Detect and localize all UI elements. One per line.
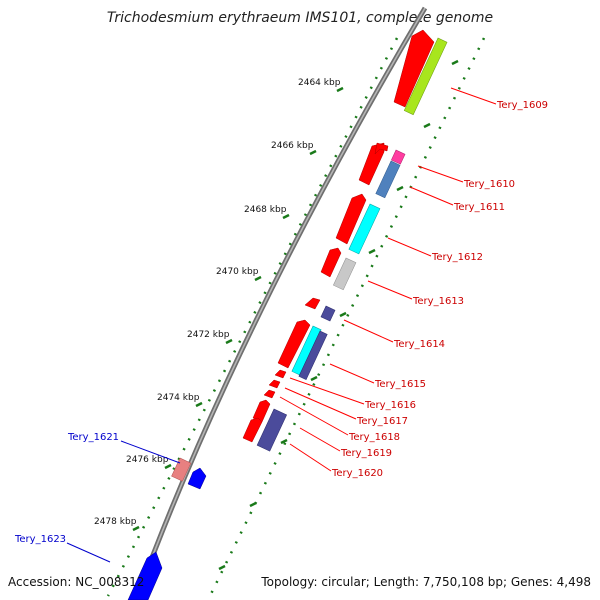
genome-backbone [133,6,428,600]
kbp-tick [282,213,290,220]
kbp-tick-label: 2468 kbp [244,205,287,215]
gene-arrow-tery-1615[interactable] [277,319,311,369]
leader-line [329,363,375,384]
kbp-tick-label: 2464 kbp [298,78,341,88]
gene-feature-magenta[interactable] [391,149,406,165]
kbp-tick [132,525,140,532]
reverse-genes [127,457,207,600]
genome-backbone-highlight [135,7,426,600]
gene-arrow-tery-1616[interactable] [274,369,287,379]
topology-summary: Topology: circular; Length: 7,750,108 bp… [260,575,591,589]
gene-arrow-tery-1613[interactable] [320,247,342,278]
gene-label-tery-1613[interactable]: Tery_1613 [412,296,464,307]
forward-genes [242,29,448,452]
gene-feature-gray[interactable] [332,257,357,291]
kbp-tick [336,86,344,93]
leader-line [409,186,454,206]
kbp-tick-label: 2478 kbp [94,517,137,527]
gene-arrow-tery-1612[interactable] [335,193,367,245]
leader-line [284,387,357,420]
leader-line [367,280,413,300]
leader-line [299,427,341,452]
gene-label-tery-1616[interactable]: Tery_1616 [364,400,416,411]
kbp-tick [225,338,233,345]
kbp-tick [451,59,459,66]
kbp-tick-label: 2472 kbp [187,330,230,340]
gene-arrow-tery-1617[interactable] [268,379,281,389]
gene-arrow-tery-1614[interactable] [304,297,321,310]
label-leaders [66,87,497,563]
gene-label-tery-1621[interactable]: Tery_1621 [67,432,119,443]
leader-line [289,443,332,472]
leader-line [289,377,365,405]
kbp-tick [249,501,257,508]
gene-feature-steel-blue[interactable] [375,160,401,199]
kbp-tick [309,149,317,156]
gene-arrow-tery-1618[interactable] [263,389,276,399]
gene-label-tery-1623[interactable]: Tery_1623 [14,534,66,545]
gene-label-tery-1610[interactable]: Tery_1610 [463,179,515,190]
gene-label-tery-1620[interactable]: Tery_1620 [331,468,383,479]
leader-line [279,396,349,436]
gene-label-tery-1612[interactable]: Tery_1612 [431,252,483,263]
kbp-tick [218,564,226,571]
gene-feature-purple[interactable] [298,330,328,381]
gene-label-tery-1609[interactable]: Tery_1609 [496,100,548,111]
kbp-tick-label: 2474 kbp [157,393,200,403]
leader-line [66,542,111,563]
gene-feature-lime[interactable] [403,37,448,116]
kbp-tick [195,401,203,408]
leader-line [387,237,432,257]
gene-arrow-tery-1609[interactable] [393,29,435,108]
gene-feature-purple-small[interactable] [320,305,336,322]
gene-label-tery-1611[interactable]: Tery_1611 [453,202,505,213]
kbp-tick [423,122,431,129]
gene-label-tery-1615[interactable]: Tery_1615 [374,379,426,390]
genome-title: Trichodesmium erythraeum IMS101, complet… [107,10,493,26]
kbp-tick-label: 2466 kbp [271,141,314,151]
accession-label: Accession: NC_008312 [8,575,144,589]
gene-label-tery-1619[interactable]: Tery_1619 [340,448,392,459]
leader-line [343,319,394,343]
kbp-tick [368,248,376,255]
leader-line [417,165,464,183]
gene-label-tery-1617[interactable]: Tery_1617 [356,416,408,427]
gene-arrow-tery-1620[interactable] [242,417,263,443]
kbp-tick [280,438,288,445]
gene-arrow-tery-1623[interactable] [127,551,163,600]
gene-label-tery-1614[interactable]: Tery_1614 [393,339,445,350]
scale-track-outer [106,37,399,597]
gene-arrow-small[interactable] [374,142,389,155]
gene-label-tery-1618[interactable]: Tery_1618 [348,432,400,443]
gene-arrow-blue[interactable] [187,467,207,490]
gene-feature-purple-large[interactable] [256,408,288,452]
leader-line [450,87,497,105]
kbp-tick [164,463,172,470]
gene-feature-cyan[interactable] [348,203,381,255]
kbp-tick [339,311,347,318]
kbp-tick [396,185,404,192]
gene-feature-pink[interactable] [171,457,192,482]
gene-labels: Tery_1609 Tery_1610 Tery_1611 Tery_1612 … [14,100,548,545]
kbp-tick-label: 2476 kbp [126,455,169,465]
kbp-tick [310,375,318,382]
kbp-scale: 2464 kbp 2466 kbp 2468 kbp 2470 kbp 2472… [94,59,459,571]
scale-track-inner [208,37,486,597]
kbp-tick-label: 2470 kbp [216,267,259,277]
leader-line [120,440,181,464]
kbp-tick [254,275,262,282]
